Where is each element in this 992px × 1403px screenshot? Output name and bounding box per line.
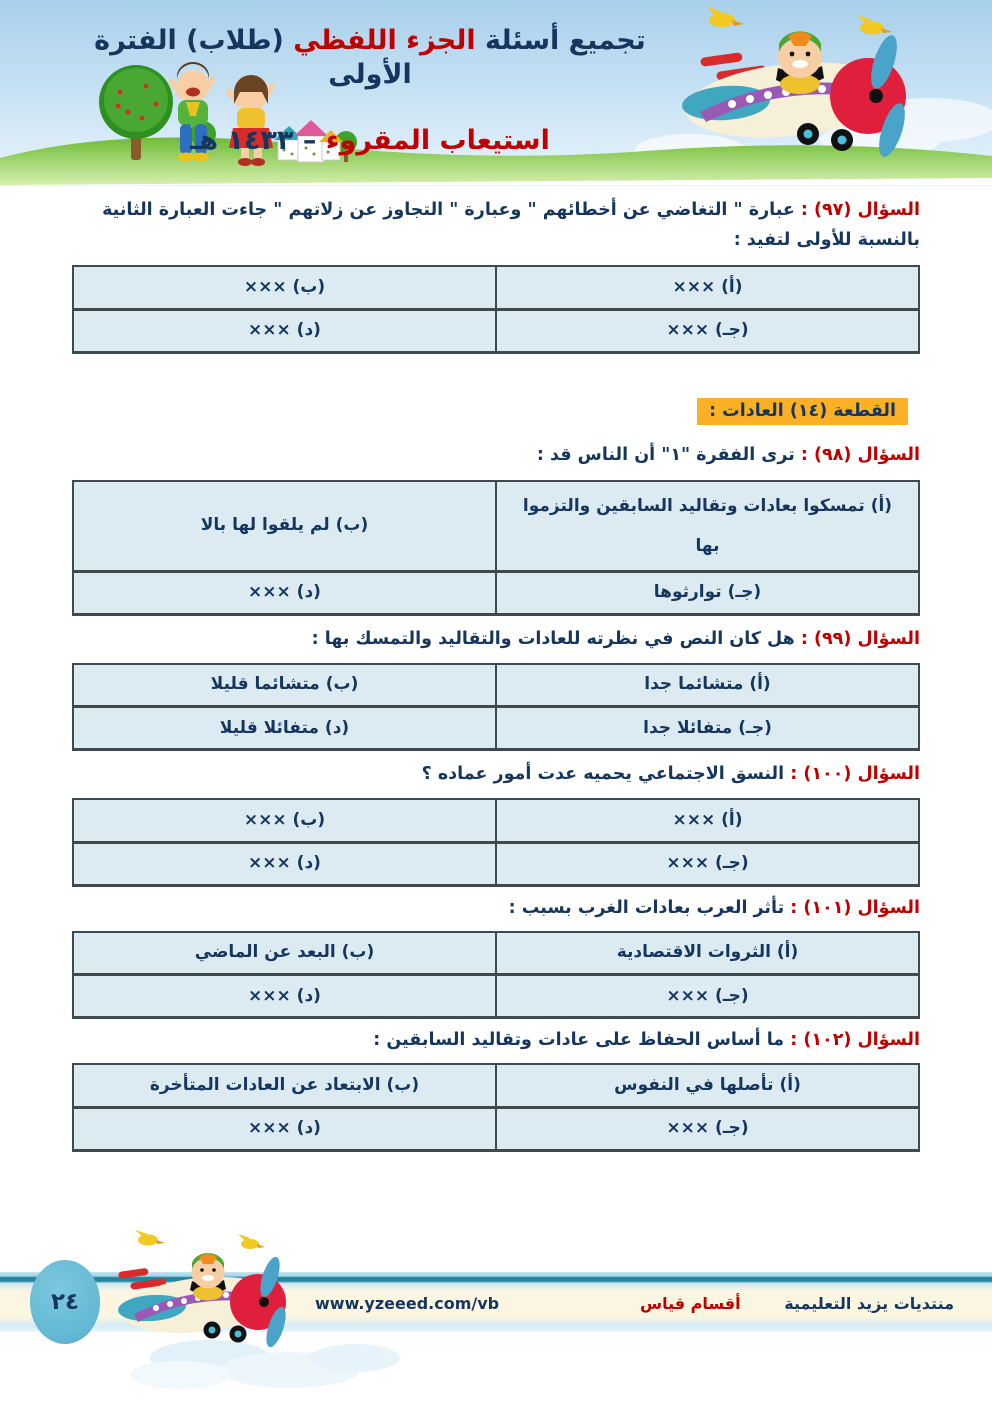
bird-icon [135, 1230, 165, 1246]
question-title: السؤال (١٠٠) : النسق الاجتماعي يحميه عدت… [72, 759, 920, 789]
girl-kid-icon [226, 75, 275, 166]
title-part: الجزء اللفظي [283, 25, 476, 56]
header-scene-illustration [0, 6, 992, 185]
option-j: (جـ) ××× [495, 308, 920, 354]
question-number: السؤال (١٠٠) : [790, 764, 920, 784]
table-row: (أ) تأصلها في النفوس (ب) الابتعاد عن الع… [72, 1063, 920, 1109]
question-text: النسق الاجتماعي يحميه عدت أمور عماده ؟ [421, 764, 785, 784]
option-a: (أ) ××× [495, 798, 920, 844]
option-d: (د) ××× [72, 841, 497, 887]
table-row: (جـ) متفائلا جدا (د) متفائلا قليلا [72, 705, 920, 751]
options-table: (أ) متشائما جدا (ب) متشائما قليلا (جـ) م… [72, 662, 920, 751]
option-d: (د) ××× [72, 308, 497, 354]
question-101: السؤال (١٠١) : تأثر العرب بعادات الغرب ب… [72, 893, 920, 1019]
option-a: (أ) ××× [495, 265, 920, 311]
option-a: (أ) تمسكوا بعادات وتقاليد السابقين والتز… [495, 479, 920, 573]
title-line-2: استيعاب المقروء – ١٤٣٣ هـ [70, 124, 670, 158]
question-number: السؤال (٩٨) : [800, 444, 920, 465]
boy-kid-icon [169, 62, 215, 162]
question-title: السؤال (١٠١) : تأثر العرب بعادات الغرب ب… [72, 893, 920, 923]
option-j: (جـ) ××× [495, 1106, 920, 1152]
option-b: (ب) الابتعاد عن العادات المتأخرة [72, 1063, 497, 1109]
header-banner: تجميع أسئلة الجزء اللفظي (طلاب) الفترة ا… [0, 0, 992, 186]
table-row: (أ) تمسكوا بعادات وتقاليد السابقين والتز… [72, 479, 920, 573]
option-d: (د) متفائلا قليلا [72, 705, 497, 751]
question-102: السؤال (١٠٢) : ما أساس الحفاظ على عادات … [72, 1025, 920, 1152]
question-99: السؤال (٩٩) : هل كان النص في نظرته للعاد… [72, 624, 920, 751]
table-row: (جـ) ××× (د) ××× [72, 308, 920, 354]
page-number: ٢٤ [50, 1289, 80, 1315]
airplane-icon [118, 1253, 286, 1348]
bird-icon-2 [238, 1234, 265, 1249]
option-d: (د) ××× [72, 1106, 497, 1152]
option-b: (ب) ××× [72, 798, 497, 844]
question-title: السؤال (٩٨) : ترى الفقرة "١" أن الناس قد… [72, 440, 920, 470]
question-title: السؤال (٩٧) : عبارة " التغاضي عن أخطائهم… [72, 195, 920, 255]
title-part: استيعاب المقروء [316, 125, 550, 156]
table-row: (جـ) توارثوها (د) ××× [72, 570, 920, 616]
title-part: (طلاب) الفترة الأولى [94, 25, 412, 90]
option-j: (جـ) توارثوها [495, 570, 920, 616]
question-title: السؤال (١٠٢) : ما أساس الحفاظ على عادات … [72, 1025, 920, 1055]
footer-forum-label: منتديات يزيد التعليمية [784, 1294, 954, 1313]
table-row: (جـ) ××× (د) ××× [72, 973, 920, 1019]
question-text: تأثر العرب بعادات الغرب بسبب : [508, 897, 785, 918]
option-a: (أ) الثروات الاقتصادية [495, 930, 920, 976]
tree-icon [99, 65, 173, 160]
title-part: – ١٤٣٣ هـ [190, 125, 317, 156]
question-100: السؤال (١٠٠) : النسق الاجتماعي يحميه عدت… [72, 759, 920, 887]
question-text: عبارة " التغاضي عن أخطائهم " وعبارة " ال… [102, 200, 920, 250]
option-b: (ب) البعد عن الماضي [72, 930, 497, 976]
options-table: (أ) ××× (ب) ××× (جـ) ××× (د) ××× [72, 798, 920, 887]
footer-banner: www.yzeeed.com/vb أقسام قياس منتديات يزي… [0, 1230, 992, 1403]
option-j: (جـ) ××× [495, 973, 920, 1019]
options-table: (أ) الثروات الاقتصادية (ب) البعد عن الما… [72, 930, 920, 1019]
option-b: (ب) لم يلقوا لها بالا [72, 479, 497, 573]
title-part: تجميع أسئلة [475, 25, 646, 56]
option-d: (د) ××× [72, 973, 497, 1019]
table-row: (جـ) ××× (د) ××× [72, 841, 920, 887]
option-b: (ب) متشائما قليلا [72, 662, 497, 708]
question-97: السؤال (٩٧) : عبارة " التغاضي عن أخطائهم… [72, 195, 920, 354]
bird-icon [706, 6, 744, 27]
page-title: تجميع أسئلة الجزء اللفظي (طلاب) الفترة ا… [70, 24, 670, 158]
title-line-1: تجميع أسئلة الجزء اللفظي (طلاب) الفترة ا… [70, 24, 670, 92]
option-j: (جـ) متفائلا جدا [495, 705, 920, 751]
option-a: (أ) تأصلها في النفوس [495, 1063, 920, 1109]
table-row: (أ) الثروات الاقتصادية (ب) البعد عن الما… [72, 930, 920, 976]
airplane-icon [682, 31, 906, 157]
pilot-boy-icon [190, 1253, 226, 1301]
option-j: (جـ) ××× [495, 841, 920, 887]
pilot-boy-icon [776, 31, 824, 94]
houses-icon [274, 120, 343, 163]
question-number: السؤال (٩٧) : [800, 200, 920, 220]
question-text: هل كان النص في نظرته للعادات والتقاليد و… [311, 628, 795, 649]
options-table: (أ) تمسكوا بعادات وتقاليد السابقين والتز… [72, 479, 920, 616]
options-table: (أ) ××× (ب) ××× (جـ) ××× (د) ××× [72, 265, 920, 354]
table-row: (أ) ××× (ب) ××× [72, 798, 920, 844]
option-b: (ب) ××× [72, 265, 497, 311]
question-text: ترى الفقرة "١" أن الناس قد : [536, 444, 795, 465]
question-number: السؤال (٩٩) : [800, 628, 920, 649]
question-title: السؤال (٩٩) : هل كان النص في نظرته للعاد… [72, 624, 920, 654]
table-row: (أ) ××× (ب) ××× [72, 265, 920, 311]
question-number: السؤال (١٠٢) : [790, 1030, 920, 1050]
option-a: (أ) متشائما جدا [495, 662, 920, 708]
website-link[interactable]: www.yzeeed.com/vb [315, 1294, 500, 1313]
passage-section-header: القطعة (١٤) العادات : [697, 397, 908, 425]
footer-airplane-illustration [118, 1230, 400, 1389]
question-number: السؤال (١٠١) : [790, 897, 920, 918]
table-row: (أ) متشائما جدا (ب) متشائما قليلا [72, 662, 920, 708]
footer-section-label: أقسام قياس [640, 1294, 741, 1313]
question-98: السؤال (٩٨) : ترى الفقرة "١" أن الناس قد… [72, 440, 920, 616]
options-table: (أ) تأصلها في النفوس (ب) الابتعاد عن الع… [72, 1063, 920, 1152]
table-row: (جـ) ××× (د) ××× [72, 1106, 920, 1152]
option-d: (د) ××× [72, 570, 497, 616]
bird-icon-2 [857, 15, 892, 35]
page-number-badge: ٢٤ [30, 1260, 100, 1344]
question-text: ما أساس الحفاظ على عادات وتقاليد السابقي… [373, 1030, 785, 1050]
questions-area: السؤال (٩٧) : عبارة " التغاضي عن أخطائهم… [0, 195, 992, 1152]
clouds-icon [130, 1340, 400, 1389]
